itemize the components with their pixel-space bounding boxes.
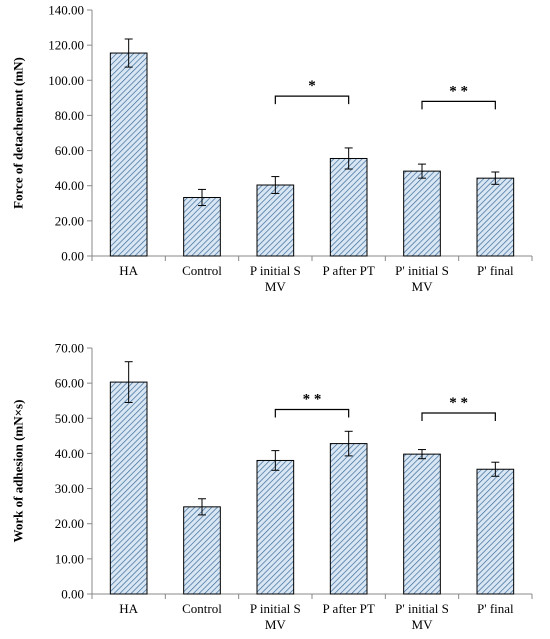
y-tick-label: 140.00: [48, 3, 84, 18]
y-tick-label: 0.00: [61, 249, 84, 264]
significance-label: * *: [449, 83, 468, 99]
y-axis-title: Force of detachement (mN): [11, 57, 26, 209]
y-tick-label: 20.00: [55, 516, 84, 531]
x-tick-label: Control: [182, 263, 222, 278]
significance-label: *: [308, 78, 316, 94]
significance-label: * *: [303, 392, 322, 408]
significance-bracket: [421, 100, 496, 110]
y-tick-label: 40.00: [55, 178, 84, 193]
x-tick-label: P' initial S: [395, 263, 449, 278]
y-tick-label: 30.00: [55, 481, 84, 496]
significance-bracket: [274, 95, 350, 105]
y-tick-label: 120.00: [48, 38, 84, 53]
x-tick-label: Control: [182, 601, 222, 616]
y-tick-label: 10.00: [55, 551, 84, 566]
bar: [403, 453, 441, 595]
bar: [109, 52, 148, 257]
y-tick-label: 40.00: [55, 446, 84, 461]
bar: [256, 184, 295, 257]
work-of-adhesion-chart: 0.00 10.00 20.00 30.00 40.00 50.00 60.00 70.00 W…: [11, 341, 533, 632]
bar: [476, 468, 515, 595]
bar: [403, 170, 441, 257]
y-tick-label: 60.00: [55, 143, 84, 158]
y-tick-label: 50.00: [55, 411, 84, 426]
x-tick-label: MV: [265, 617, 287, 632]
x-tick-label: HA: [119, 263, 138, 278]
x-tick-label: MV: [265, 279, 287, 294]
force-of-detachment-chart: 0.00 20.00 40.00 60.00 80.00 100.00 120.00 140.…: [11, 3, 533, 294]
bar: [183, 196, 221, 257]
y-tick-label: 0.00: [61, 587, 84, 602]
x-tick-label: P' initial S: [395, 601, 449, 616]
x-tick-label: MV: [412, 617, 434, 632]
significance-bracket: [421, 412, 496, 422]
x-tick-label: P' final: [477, 601, 514, 616]
x-tick-label: P initial S: [250, 601, 301, 616]
y-tick-label: 100.00: [48, 73, 84, 88]
x-tick-label: P after PT: [323, 601, 375, 616]
bar: [109, 381, 148, 595]
y-tick-label: 70.00: [55, 341, 84, 356]
x-tick-label: MV: [412, 279, 434, 294]
bar: [329, 157, 368, 257]
x-tick-label: P after PT: [323, 263, 375, 278]
x-tick-label: P' final: [477, 263, 514, 278]
x-tick-label: HA: [119, 601, 138, 616]
bar: [476, 177, 515, 257]
y-tick-label: 20.00: [55, 213, 84, 228]
bar: [329, 443, 368, 595]
x-tick-label: P initial S: [250, 263, 301, 278]
y-axis-title: Work of adhesion (mN×s): [11, 400, 26, 543]
significance-bracket: [274, 408, 350, 418]
bar: [256, 459, 295, 595]
bar: [183, 506, 221, 595]
significance-label: * *: [449, 395, 468, 411]
y-tick-label: 60.00: [55, 376, 84, 391]
y-tick-label: 80.00: [55, 108, 84, 123]
